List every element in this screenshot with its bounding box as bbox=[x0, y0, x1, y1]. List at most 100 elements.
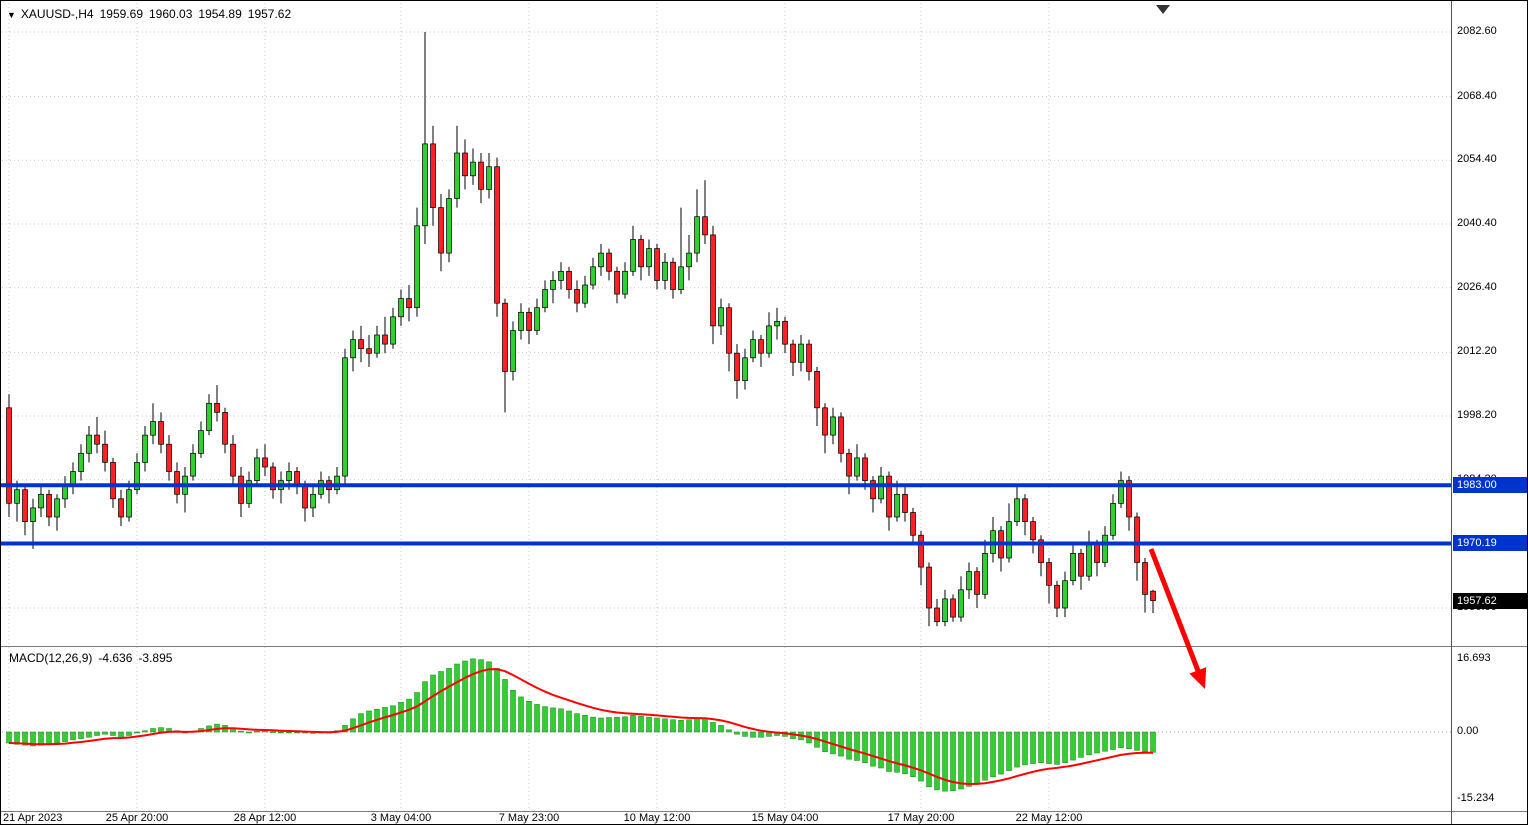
candle-body bbox=[526, 311, 532, 331]
macd-histogram-bar bbox=[678, 719, 684, 733]
candle-body bbox=[886, 475, 892, 518]
candle-body bbox=[614, 270, 620, 295]
macd-histogram-bar bbox=[998, 731, 1004, 775]
time-axis[interactable]: 21 Apr 2023 25 Apr 20:00 28 Apr 12:00 3 May… bbox=[1, 812, 1451, 824]
macd-histogram-bar bbox=[286, 731, 292, 734]
macd-histogram-bar bbox=[1110, 731, 1116, 750]
candle-body bbox=[678, 266, 684, 290]
symbol-timeframe-label: XAUUSD-,H4 bbox=[20, 7, 94, 21]
macd-histogram-bar bbox=[662, 718, 668, 733]
macd-histogram-bar bbox=[510, 690, 516, 733]
chart-shift-marker-icon[interactable] bbox=[1156, 5, 1170, 14]
price-level-badge: 1983.00 bbox=[1453, 477, 1527, 494]
macd-histogram-bar bbox=[22, 731, 28, 746]
macd-scale-min-label: -15.234 bbox=[1457, 791, 1495, 804]
candle-body bbox=[622, 270, 628, 295]
candle-body bbox=[70, 471, 76, 486]
price-tick-label: 2082.60 bbox=[1457, 25, 1497, 37]
macd-histogram-bar bbox=[38, 731, 44, 746]
macd-histogram-bar bbox=[838, 731, 844, 757]
price-axis[interactable]: 2082.60 2068.40 2054.40 2040.40 2026.40 2012.… bbox=[1452, 1, 1527, 824]
candle-body bbox=[334, 475, 340, 491]
macd-histogram-bar bbox=[94, 731, 100, 736]
macd-signal-value: -3.895 bbox=[138, 651, 173, 665]
candle-body bbox=[1102, 534, 1108, 563]
candle-body bbox=[214, 402, 220, 413]
candle-body bbox=[822, 407, 828, 436]
candle-body bbox=[254, 457, 260, 481]
ohlc-open-value: 1959.69 bbox=[99, 7, 143, 21]
macd-histogram-bar bbox=[1086, 731, 1092, 756]
macd-histogram-bar bbox=[126, 731, 132, 736]
macd-histogram-bar bbox=[430, 674, 436, 733]
macd-histogram-bar bbox=[1102, 731, 1108, 752]
macd-histogram-bar bbox=[718, 725, 724, 733]
macd-histogram-bar bbox=[1030, 731, 1036, 764]
macd-histogram-bar bbox=[70, 731, 76, 741]
macd-histogram-bar bbox=[1094, 731, 1100, 754]
candle-body bbox=[926, 566, 932, 609]
macd-histogram-bar bbox=[1142, 731, 1148, 752]
macd-histogram-bar bbox=[710, 722, 716, 733]
symbol-info-bar: ▼ XAUUSD-,H4 1959.69 1960.03 1954.89 1957.62 bbox=[7, 7, 291, 21]
candle-body bbox=[894, 493, 900, 518]
candle-body bbox=[342, 357, 348, 477]
macd-histogram-bar bbox=[950, 731, 956, 792]
candle-body bbox=[566, 270, 572, 290]
macd-main-value: -4.636 bbox=[98, 651, 133, 665]
macd-histogram-bar bbox=[870, 731, 876, 767]
macd-histogram-bar bbox=[534, 704, 540, 733]
candle-body bbox=[646, 248, 652, 268]
candle-body bbox=[854, 457, 860, 477]
price-tick-label: 2026.40 bbox=[1457, 280, 1497, 293]
macd-histogram-bar bbox=[646, 716, 652, 733]
candle-body bbox=[518, 311, 524, 331]
macd-histogram-bar bbox=[158, 727, 164, 733]
candle-body bbox=[718, 307, 724, 327]
macd-histogram-bar bbox=[438, 671, 444, 733]
macd-scale-zero-label: 0.00 bbox=[1457, 725, 1479, 737]
macd-histogram-bar bbox=[686, 719, 692, 733]
time-tick-label: 22 May 12:00 bbox=[1015, 812, 1083, 824]
current-price-badge: 1957.62 bbox=[1453, 592, 1527, 609]
trend-arrow-line[interactable] bbox=[1148, 548, 1203, 677]
candle-body bbox=[910, 512, 916, 536]
time-tick-label: 17 May 20:00 bbox=[887, 812, 955, 824]
candle-body bbox=[598, 252, 604, 268]
macd-histogram-bar bbox=[1022, 731, 1028, 766]
candle-body bbox=[406, 298, 412, 309]
candle-body bbox=[430, 143, 436, 208]
candle-body bbox=[350, 339, 356, 359]
macd-histogram-bar bbox=[238, 730, 244, 733]
candle-body bbox=[734, 352, 740, 381]
price-tick-label: 2054.40 bbox=[1457, 153, 1497, 166]
macd-histogram-bar bbox=[750, 731, 756, 738]
candle-body bbox=[398, 298, 404, 318]
time-tick-label: 15 May 04:00 bbox=[751, 812, 819, 824]
price-tick-label: 2068.40 bbox=[1457, 89, 1497, 102]
candle-body bbox=[542, 289, 548, 309]
macd-histogram-bar bbox=[1054, 731, 1060, 765]
candle-body bbox=[766, 325, 772, 354]
candle-body bbox=[774, 321, 780, 327]
time-tick-label: 25 Apr 20:00 bbox=[105, 812, 169, 824]
dropdown-arrow-icon[interactable]: ▼ bbox=[7, 10, 16, 20]
macd-histogram-bar bbox=[742, 731, 748, 737]
candle-body bbox=[982, 553, 988, 595]
macd-histogram-bar bbox=[550, 707, 556, 733]
macd-histogram-bar bbox=[150, 728, 156, 733]
time-tick-label: 7 May 23:00 bbox=[498, 812, 560, 824]
candle-body bbox=[686, 252, 692, 268]
macd-histogram-bar bbox=[110, 731, 116, 736]
macd-histogram-bar bbox=[478, 659, 484, 733]
macd-histogram-bar bbox=[30, 731, 36, 747]
macd-histogram-bar bbox=[342, 725, 348, 733]
trend-arrow-head[interactable] bbox=[1189, 667, 1207, 689]
macd-histogram-bar bbox=[278, 731, 284, 734]
candle-body bbox=[726, 307, 732, 354]
candle-body bbox=[606, 252, 612, 272]
time-tick-label: 28 Apr 12:00 bbox=[233, 812, 297, 824]
candle-body bbox=[838, 416, 844, 454]
macd-histogram-bar bbox=[446, 668, 452, 733]
